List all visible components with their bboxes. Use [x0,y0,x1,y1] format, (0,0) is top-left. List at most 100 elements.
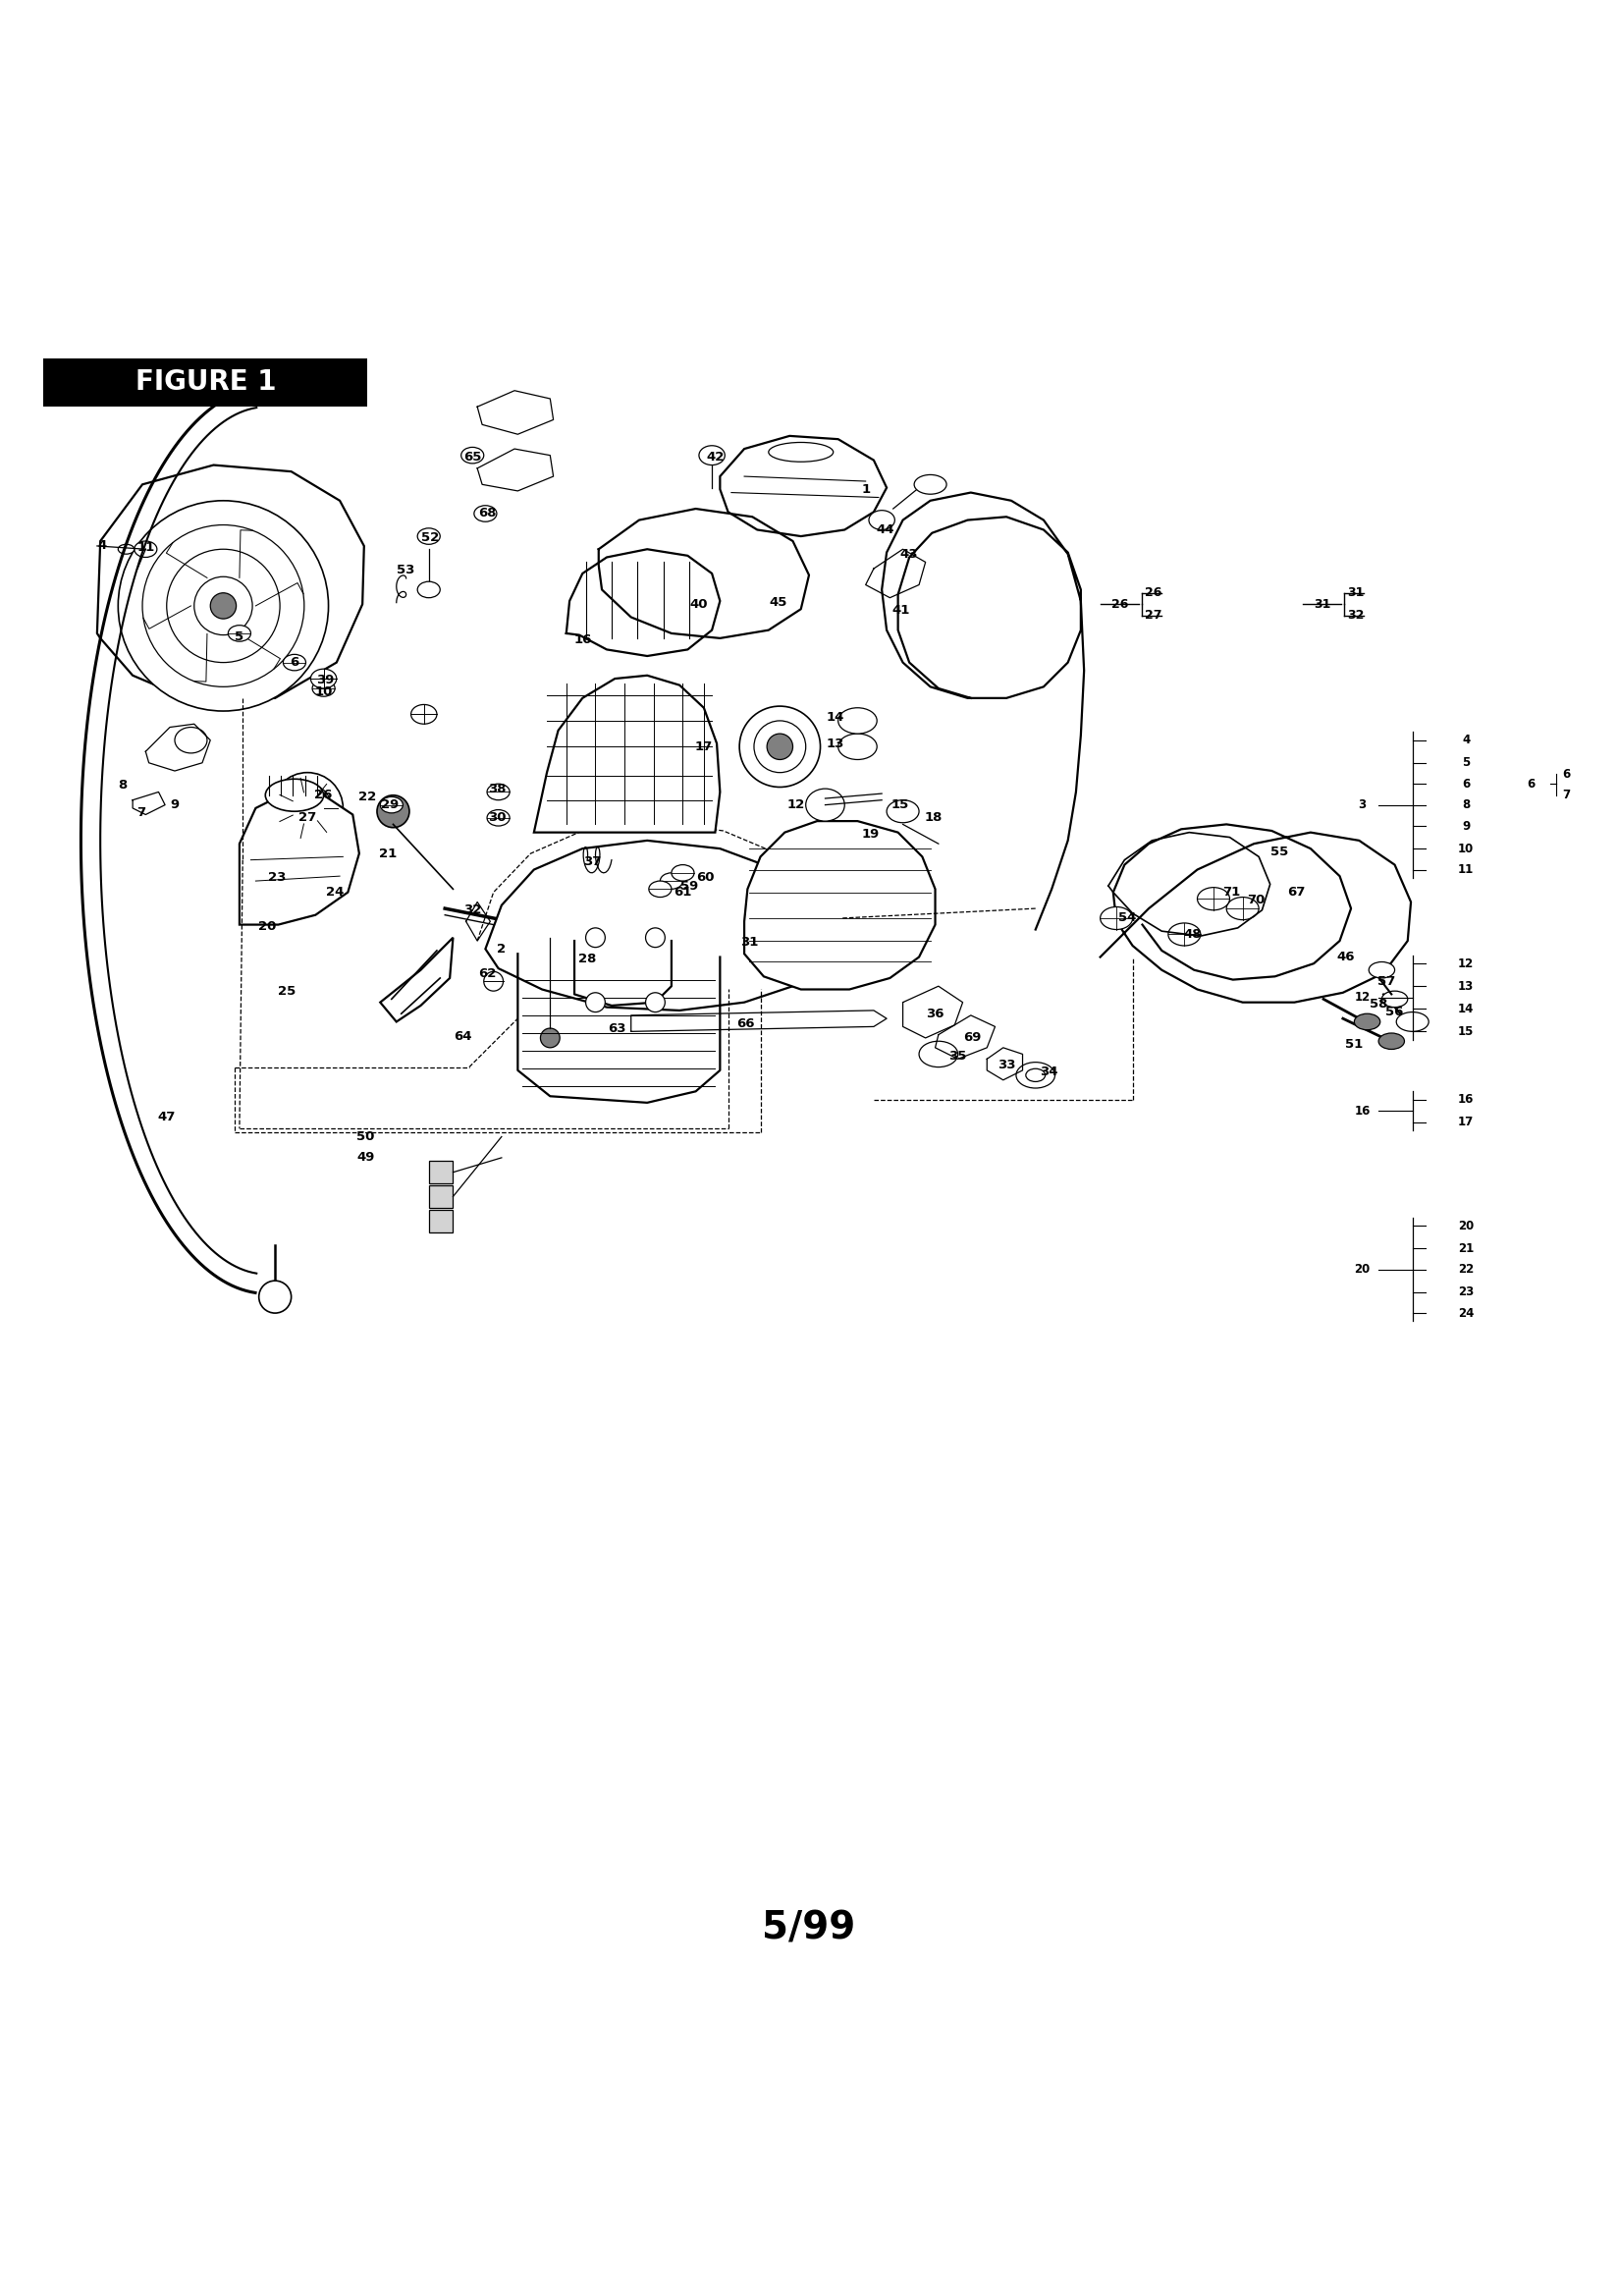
Text: 15: 15 [890,799,909,810]
Text: 14: 14 [825,712,845,723]
Text: 71: 71 [1222,886,1241,898]
Text: 69: 69 [963,1031,982,1045]
Text: 20: 20 [1354,1263,1370,1277]
Text: 16: 16 [573,634,592,645]
Text: 34: 34 [1039,1065,1058,1079]
Text: 5/99: 5/99 [762,1910,856,1947]
Ellipse shape [1354,1013,1380,1031]
Text: 37: 37 [582,854,602,868]
Polygon shape [534,675,720,833]
Ellipse shape [461,448,484,464]
Text: 58: 58 [1369,996,1388,1010]
Text: 7: 7 [136,806,146,820]
Ellipse shape [769,443,833,461]
Ellipse shape [1226,898,1259,921]
Text: 27: 27 [298,810,317,824]
Text: 52: 52 [421,530,440,544]
Text: 6: 6 [1526,778,1535,790]
Ellipse shape [210,592,236,620]
Text: 47: 47 [157,1111,176,1123]
Text: FIGURE 1: FIGURE 1 [134,370,277,397]
Ellipse shape [1369,962,1395,978]
Ellipse shape [887,799,919,822]
Text: 39: 39 [316,675,335,687]
Ellipse shape [660,872,683,889]
Ellipse shape [283,654,306,670]
Text: 4: 4 [1461,735,1471,746]
Polygon shape [97,466,364,703]
Ellipse shape [265,778,324,810]
Text: 6: 6 [1461,778,1471,790]
Text: 10: 10 [1458,843,1474,854]
Text: 30: 30 [487,810,506,824]
Text: 12: 12 [1354,992,1370,1003]
Text: 22: 22 [1458,1263,1474,1277]
Text: 31: 31 [1348,585,1364,599]
Text: 14: 14 [1458,1003,1474,1015]
Text: 20: 20 [1458,1219,1474,1233]
Text: 35: 35 [948,1049,968,1063]
Text: 15: 15 [1458,1024,1474,1038]
Text: 16: 16 [1458,1093,1474,1107]
Ellipse shape [118,501,328,712]
Text: 21: 21 [379,847,398,859]
Text: 9: 9 [170,799,180,810]
Ellipse shape [649,882,671,898]
Polygon shape [485,840,825,1010]
Ellipse shape [474,505,497,521]
Polygon shape [429,1162,453,1185]
Ellipse shape [838,735,877,760]
Text: 51: 51 [1345,1038,1364,1052]
Text: 4: 4 [97,540,107,553]
Polygon shape [429,1210,453,1233]
Text: 24: 24 [1458,1306,1474,1320]
Ellipse shape [282,820,340,852]
Ellipse shape [1396,1013,1429,1031]
Text: 11: 11 [1458,863,1474,877]
Text: 63: 63 [607,1022,626,1035]
Text: 9: 9 [1461,820,1471,833]
Text: 56: 56 [1385,1006,1404,1019]
Polygon shape [720,436,887,537]
Text: 23: 23 [1458,1286,1474,1300]
Text: 68: 68 [477,507,497,519]
Text: 38: 38 [487,783,506,794]
Text: 6: 6 [1561,767,1571,781]
Bar [44,358,367,406]
Text: 20: 20 [257,921,277,932]
Text: 61: 61 [673,886,693,898]
Ellipse shape [1379,1033,1404,1049]
Text: 13: 13 [1458,980,1474,992]
Text: 3: 3 [1359,799,1366,810]
Ellipse shape [1382,992,1408,1008]
Ellipse shape [417,581,440,597]
Ellipse shape [377,794,409,827]
Text: 6: 6 [290,657,299,668]
Text: 36: 36 [925,1008,945,1019]
Text: 21: 21 [1458,1242,1474,1254]
Ellipse shape [1168,923,1201,946]
Ellipse shape [739,707,820,788]
Text: 62: 62 [477,967,497,980]
Ellipse shape [487,783,510,799]
Text: 46: 46 [1336,951,1356,964]
Text: 12: 12 [786,799,806,810]
Text: 28: 28 [578,953,597,964]
Text: 22: 22 [358,790,377,804]
Text: 42: 42 [705,450,725,464]
Text: 32: 32 [1348,608,1364,622]
Text: 53: 53 [396,565,416,576]
Text: 55: 55 [1270,845,1290,859]
Ellipse shape [754,721,806,771]
Ellipse shape [806,790,845,822]
Text: 57: 57 [1377,976,1396,987]
Ellipse shape [838,707,877,735]
Ellipse shape [228,625,251,641]
Text: 25: 25 [277,985,296,996]
Text: 31: 31 [739,937,759,948]
Ellipse shape [272,771,343,843]
Text: 31: 31 [1314,597,1330,611]
Ellipse shape [1016,1063,1055,1088]
Text: 49: 49 [356,1150,375,1164]
Ellipse shape [283,783,332,833]
